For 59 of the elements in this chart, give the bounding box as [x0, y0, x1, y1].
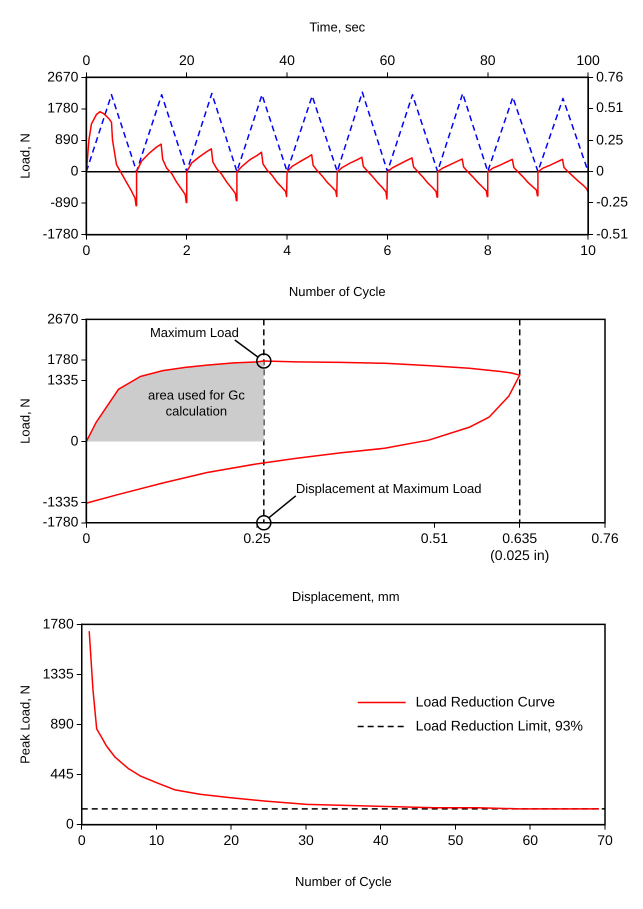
y-tick-label: -1335: [42, 493, 79, 510]
x2-tick-label: 0: [82, 52, 91, 68]
x-tick-label: 0: [82, 242, 91, 258]
x-tick-label: 40: [372, 832, 389, 848]
y-axis-title: Load, N: [17, 133, 32, 179]
y-tick-label: 1780: [47, 350, 79, 367]
y-tick-label: 2670: [47, 310, 79, 326]
x2-tick-label: 20: [178, 52, 195, 68]
x-tick-label: 0.25: [243, 530, 271, 546]
y2-tick-label: 0: [596, 162, 604, 178]
y-axis-title: Peak Load, N: [17, 685, 32, 764]
legend-label: Load Reduction Curve: [416, 693, 556, 710]
y2-tick-label: 0.51: [596, 99, 624, 116]
y2-tick-label: 0.25: [596, 131, 624, 148]
annotation: area used for Gc calculation: [148, 387, 246, 418]
x-tick-label: 8: [484, 242, 492, 258]
x-tick-label: 30: [298, 832, 314, 848]
y-tick-label: 1335: [47, 371, 79, 388]
y-tick-label: -1780: [42, 225, 79, 242]
y-tick-label: 1780: [42, 615, 74, 632]
x2-tick-label: 100: [576, 52, 600, 68]
y-axis-title: Load, N: [17, 398, 32, 444]
y-tick-label: 1335: [42, 665, 74, 682]
x-tick-label: 2: [182, 242, 191, 258]
x2-tick-label: 60: [380, 52, 396, 68]
x-axis-title: Displacement, mm: [292, 588, 400, 604]
y-tick-label: 0: [70, 432, 79, 448]
y-tick-label: 1780: [47, 100, 79, 116]
x-tick-label: 50: [448, 832, 464, 848]
x-axis-title: Number of Cycle: [294, 874, 392, 889]
annotation: Maximum Load: [150, 324, 239, 340]
x-tick-label: 0.76: [591, 530, 619, 546]
y-tick-label: 445: [50, 765, 74, 782]
x-tick-label: 4: [283, 242, 292, 258]
x-tick-label: 20: [223, 832, 240, 848]
y-tick-label: 2670: [47, 68, 79, 84]
x-tick-label: 60: [522, 832, 538, 848]
y2-tick-label: -0.51: [596, 225, 628, 242]
x2-tick-label: 40: [279, 52, 296, 68]
x-tick-label: 0: [82, 530, 91, 546]
y-tick-label: 0: [70, 162, 79, 179]
x-tick-label: 0.635 (0.025 in): [490, 530, 550, 563]
x-tick-label: 10: [148, 832, 164, 848]
y-tick-label: -1780: [42, 514, 79, 530]
x-tick-label: 6: [384, 242, 392, 258]
x-tick-label: 10: [580, 242, 596, 258]
y-tick-label: -890: [50, 194, 79, 210]
x2-tick-label: 80: [480, 52, 496, 68]
y-tick-label: 0: [66, 815, 74, 832]
y2-tick-label: 0.76: [596, 68, 624, 84]
x-axis-title: Number of Cycle: [288, 284, 386, 299]
x-tick-label: 0.51: [420, 530, 448, 546]
y-tick-label: 890: [50, 715, 74, 732]
y-tick-label: 890: [55, 131, 79, 148]
x2-axis-title: Time, sec: [309, 19, 366, 34]
legend-label: Load Reduction Limit, 93%: [416, 717, 584, 734]
x-tick-label: 70: [597, 832, 613, 848]
y2-tick-label: -0.25: [596, 193, 628, 210]
annotation: Displacement at Maximum Load: [296, 480, 482, 496]
